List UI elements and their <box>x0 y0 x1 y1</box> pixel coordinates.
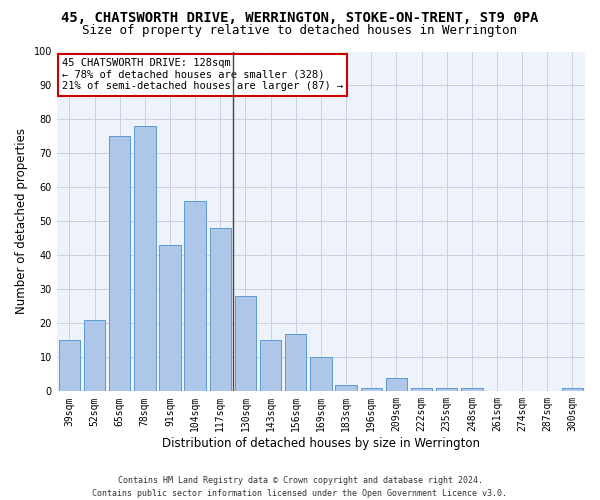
Bar <box>109 136 130 392</box>
Bar <box>411 388 432 392</box>
Bar <box>436 388 457 392</box>
Bar <box>461 388 482 392</box>
Text: 45, CHATSWORTH DRIVE, WERRINGTON, STOKE-ON-TRENT, ST9 0PA: 45, CHATSWORTH DRIVE, WERRINGTON, STOKE-… <box>61 11 539 25</box>
Bar <box>159 245 181 392</box>
Bar <box>310 358 332 392</box>
Bar <box>260 340 281 392</box>
Text: 45 CHATSWORTH DRIVE: 128sqm
← 78% of detached houses are smaller (328)
21% of se: 45 CHATSWORTH DRIVE: 128sqm ← 78% of det… <box>62 58 343 92</box>
Bar <box>285 334 307 392</box>
Y-axis label: Number of detached properties: Number of detached properties <box>15 128 28 314</box>
Text: Size of property relative to detached houses in Werrington: Size of property relative to detached ho… <box>83 24 517 37</box>
Bar <box>235 296 256 392</box>
Bar <box>184 201 206 392</box>
X-axis label: Distribution of detached houses by size in Werrington: Distribution of detached houses by size … <box>162 437 480 450</box>
Text: Contains HM Land Registry data © Crown copyright and database right 2024.
Contai: Contains HM Land Registry data © Crown c… <box>92 476 508 498</box>
Bar <box>84 320 105 392</box>
Bar <box>335 384 357 392</box>
Bar <box>134 126 155 392</box>
Bar <box>361 388 382 392</box>
Bar <box>562 388 583 392</box>
Bar <box>59 340 80 392</box>
Bar <box>386 378 407 392</box>
Bar <box>209 228 231 392</box>
